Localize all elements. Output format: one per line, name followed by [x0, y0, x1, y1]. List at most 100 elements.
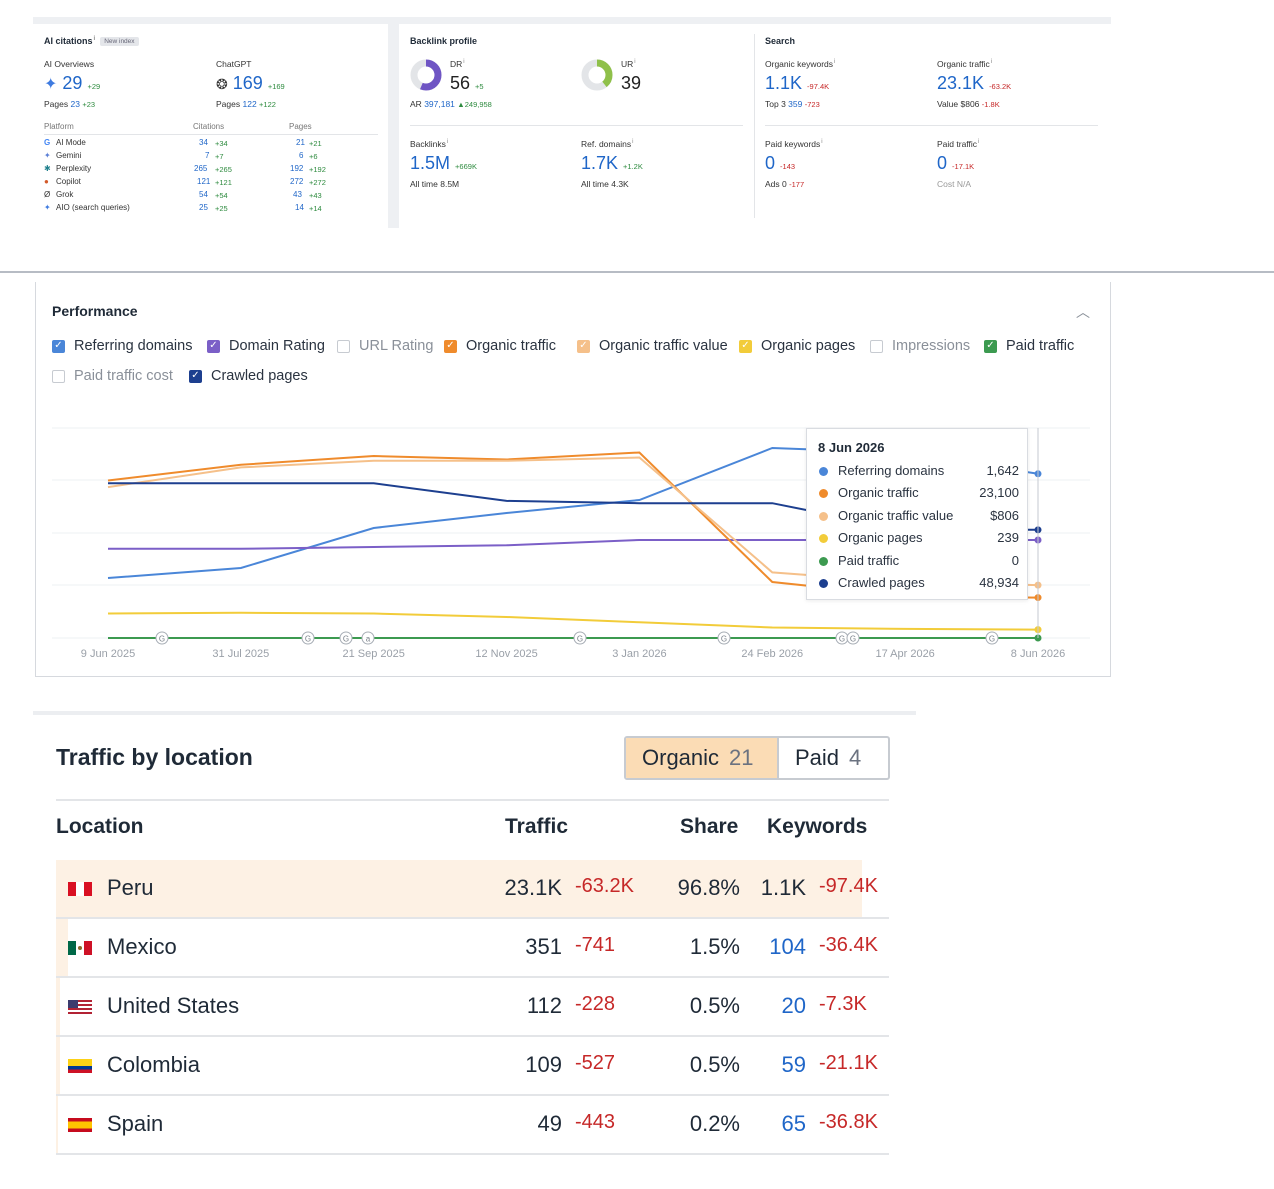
google-update-marker[interactable]: G: [985, 631, 999, 645]
keywords-value[interactable]: 20: [781, 993, 806, 1018]
tab-organic[interactable]: Organic 21: [626, 738, 779, 778]
location-name[interactable]: Mexico: [107, 934, 177, 959]
platform-row[interactable]: ✱ Perplexity 265 +265 192 +192: [44, 164, 326, 174]
location-name[interactable]: Peru: [107, 875, 154, 900]
checkbox-label: Referring domains: [74, 338, 193, 354]
organic-keywords-value[interactable]: 1.1K -97.4K: [765, 73, 830, 93]
top3-value: Top 3 359 -723: [765, 99, 820, 109]
share-header[interactable]: Share: [680, 815, 739, 838]
google-update-marker[interactable]: G: [155, 631, 169, 645]
paid-traffic-value[interactable]: 0 -17.1K: [937, 153, 975, 173]
keywords-value[interactable]: 59: [781, 1052, 806, 1077]
location-row[interactable]: Colombia 109 -527 0.5% 59 -21.1K: [56, 1037, 889, 1094]
organic-traffic-value[interactable]: 23.1K -63.2K: [937, 73, 1012, 93]
location-row[interactable]: Peru 23.1K -63.2K 96.8% 1.1K -97.4K: [56, 860, 889, 917]
tab-paid[interactable]: Paid 4: [795, 745, 862, 770]
location-name[interactable]: Spain: [107, 1111, 164, 1136]
checkbox-impressions[interactable]: Impressions: [870, 338, 970, 354]
traffic-value[interactable]: 49: [537, 1111, 562, 1136]
ur-value[interactable]: 39: [621, 73, 642, 93]
location-header[interactable]: Location: [56, 815, 144, 838]
google-update-marker[interactable]: a: [361, 631, 375, 645]
ai-overviews-value[interactable]: ✦ 29 +29: [44, 73, 101, 93]
platform-row[interactable]: ● Copilot 121 +121 272 +272: [44, 177, 326, 187]
google-update-marker[interactable]: G: [573, 631, 587, 645]
location-row[interactable]: Spain 49 -443 0.2% 65 -36.8K: [56, 1096, 889, 1153]
citations-header: Citations: [193, 122, 225, 131]
x-tick-label: 9 Jun 2025: [80, 648, 136, 660]
checkbox-organic-pages[interactable]: ✓ Organic pages: [739, 338, 855, 354]
keywords-value[interactable]: 1.1K: [760, 875, 806, 900]
series-dot-icon: [819, 511, 828, 521]
traffic-delta: -63.2K: [575, 875, 634, 897]
ar-value: AR 397,181 ▲249,958: [410, 99, 492, 109]
google-update-marker[interactable]: G: [835, 631, 849, 645]
traffic-value: Value $806 -1.8K: [937, 99, 1000, 109]
share-value: 0.5%: [689, 993, 740, 1018]
checkmark-icon: ✓: [577, 339, 590, 353]
tooltip-series-value: 0: [1011, 552, 1019, 568]
x-tick-label: 3 Jan 2026: [612, 648, 667, 660]
location-row[interactable]: United States 112 -228 0.5% 20 -7.3K: [56, 978, 889, 1035]
platform-row[interactable]: Ø Grok 54 +54 43 +43: [44, 190, 322, 200]
google-update-marker[interactable]: G: [717, 631, 731, 645]
share-value: 0.2%: [689, 1111, 740, 1136]
keywords-header[interactable]: Keywords: [767, 815, 868, 838]
ai-overviews-label: AI Overviews: [44, 59, 95, 69]
tooltip-series-name: Organic pages: [838, 530, 923, 546]
paid-keywords-label: Paid keywordsi: [765, 139, 823, 149]
traffic-value[interactable]: 109: [525, 1052, 562, 1077]
location-name[interactable]: United States: [107, 993, 240, 1018]
traffic-value[interactable]: 351: [525, 934, 562, 959]
google-update-marker[interactable]: G: [339, 631, 353, 645]
traffic-value[interactable]: 23.1K: [504, 875, 563, 900]
traffic-header[interactable]: Traffic: [505, 815, 569, 838]
new-index-badge: New index: [100, 37, 139, 47]
checkbox-organic-traffic-value[interactable]: ✓ Organic traffic value: [577, 338, 728, 354]
keywords-value[interactable]: 65: [781, 1111, 806, 1136]
checkbox-domain-rating[interactable]: ✓ Domain Rating: [207, 338, 325, 354]
traffic-delta: -527: [575, 1052, 616, 1074]
platform-row[interactable]: ✦ Gemini 7 +7 6 +6: [44, 151, 318, 161]
checkbox-referring-domains[interactable]: ✓ Referring domains: [52, 338, 192, 354]
location-row[interactable]: Mexico 351 -741 1.5% 104 -36.4K: [56, 919, 889, 976]
paid-keywords-value[interactable]: 0 -143: [765, 153, 796, 173]
tooltip-series-name: Referring domains: [838, 463, 945, 478]
location-name[interactable]: Colombia: [107, 1052, 200, 1077]
marker-label: G: [159, 635, 165, 644]
chatgpt-value[interactable]: ❂ 169 +169: [216, 73, 285, 93]
checkbox-crawled-pages[interactable]: ✓ Crawled pages: [189, 368, 308, 384]
checkmark-icon: ✓: [984, 339, 997, 353]
platform-row[interactable]: ✦ AIO (search queries) 25 +25 14 +14: [44, 203, 322, 213]
series-dot-icon: [819, 467, 828, 476]
checkbox-label: Crawled pages: [211, 368, 308, 384]
checkbox-paid-traffic-cost[interactable]: Paid traffic cost: [52, 368, 173, 384]
x-tick-label: 8 Jun 2026: [1010, 648, 1066, 660]
ref-domains-label: Ref. domainsi: [581, 139, 634, 149]
traffic-value[interactable]: 112: [526, 993, 562, 1018]
marker-label: G: [305, 635, 311, 644]
checkbox-label: Paid traffic cost: [74, 368, 173, 384]
series-line-organic-pages[interactable]: [107, 611, 1039, 631]
collapse-chevron-icon[interactable]: ︿: [1076, 304, 1090, 320]
checkmark-icon: ✓: [739, 339, 752, 353]
tooltip-series-value: 23,100: [979, 485, 1019, 501]
google-update-marker[interactable]: G: [301, 631, 315, 645]
platform-row[interactable]: G AI Mode 34 +34 21 +21: [44, 138, 322, 148]
tooltip-series-value: 1,642: [986, 463, 1019, 478]
google-update-marker[interactable]: G: [846, 631, 860, 645]
spain-flag: [68, 1118, 92, 1132]
dr-value[interactable]: 56 +5: [450, 73, 484, 93]
backlinks-value[interactable]: 1.5M +669K: [410, 153, 477, 173]
checkbox-paid-traffic[interactable]: ✓ Paid traffic: [984, 338, 1074, 354]
ur-gauge: [581, 59, 613, 91]
ai-citations-card: AI citationsi New index AI Overviews ✦ 29…: [33, 24, 388, 228]
checkbox-label: Organic pages: [761, 338, 856, 354]
checkbox-organic-traffic[interactable]: ✓ Organic traffic: [444, 338, 556, 354]
chart-tooltip: 8 Jun 2026 Referring domains 1,642 Organic…: [806, 428, 1028, 600]
keywords-value[interactable]: 104: [769, 934, 806, 959]
ref-domains-value[interactable]: 1.7K +1.2K: [581, 153, 643, 173]
checkbox-url-rating[interactable]: URL Rating: [337, 338, 433, 354]
paid-cost: Cost N/A: [937, 179, 972, 189]
peru-flag: [68, 882, 92, 896]
